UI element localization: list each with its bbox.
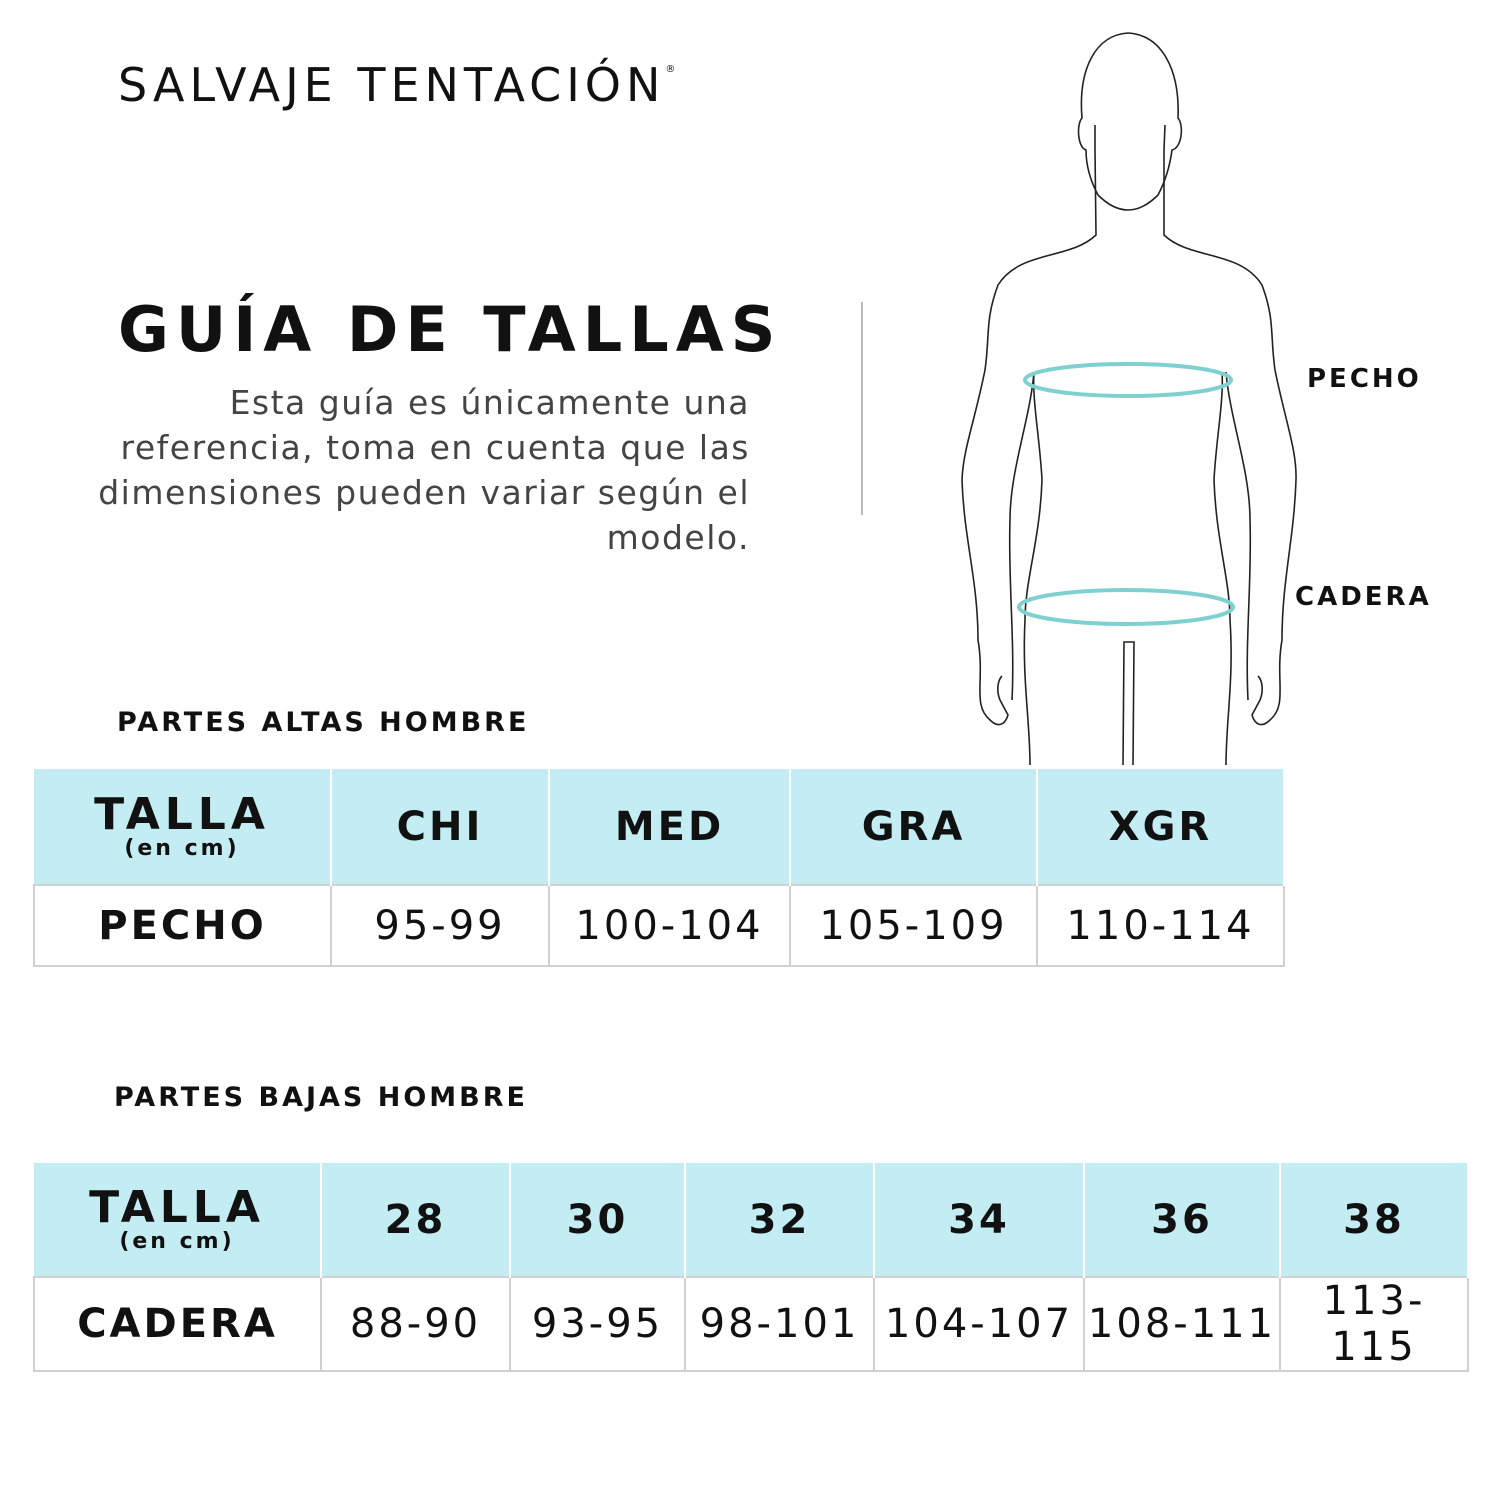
table-cell: 113-115 [1279, 1276, 1469, 1372]
hip-label: CADERA [1295, 582, 1432, 612]
table-cell: 105-109 [789, 884, 1038, 967]
brand-logo: SALVAJE TENTACIÓN® [118, 58, 676, 112]
section-title-tops: PARTES ALTAS HOMBRE [117, 707, 530, 738]
divider [861, 302, 863, 515]
table-cell: 88-90 [320, 1276, 511, 1372]
size-header: 30 [509, 1161, 686, 1277]
bottoms-size-table: TALLA (en cm) 28 30 32 34 36 38 CADERA 88… [33, 1161, 1469, 1372]
registered-mark: ® [665, 64, 676, 75]
size-header: MED [548, 767, 791, 885]
size-header: GRA [789, 767, 1038, 885]
tops-size-table: TALLA (en cm) CHI MED GRA XGR PECHO 95-99… [33, 767, 1285, 967]
size-header: 32 [684, 1161, 875, 1277]
table-cell: 104-107 [873, 1276, 1085, 1372]
chest-label: PECHO [1307, 364, 1422, 394]
hip-ring [1017, 588, 1235, 626]
chest-ring [1023, 362, 1233, 398]
table-cell: 108-111 [1083, 1276, 1281, 1372]
page-title: GUÍA DE TALLAS [118, 293, 783, 366]
table-row: CADERA 88-90 93-95 98-101 104-107 108-11… [33, 1276, 1469, 1372]
talla-header: TALLA (en cm) [34, 767, 332, 885]
table-cell: 100-104 [548, 884, 791, 967]
section-title-bottoms: PARTES BAJAS HOMBRE [114, 1082, 528, 1113]
row-label: PECHO [33, 884, 332, 967]
table-cell: 95-99 [330, 884, 550, 967]
size-header: 36 [1083, 1161, 1281, 1277]
size-header: XGR [1036, 767, 1285, 885]
description: Esta guía es únicamente una referencia, … [98, 383, 750, 557]
measurement-rings [1017, 362, 1235, 626]
talla-header: TALLA (en cm) [34, 1161, 322, 1277]
size-header: 38 [1279, 1161, 1469, 1277]
size-header: 28 [320, 1161, 511, 1277]
body-outline [961, 32, 1297, 766]
body-figure-icon [961, 32, 1297, 766]
size-header: 34 [873, 1161, 1085, 1277]
table-cell: 98-101 [684, 1276, 875, 1372]
size-header: CHI [330, 767, 550, 885]
table-header-row: TALLA (en cm) CHI MED GRA XGR [34, 767, 1285, 885]
table-cell: 110-114 [1036, 884, 1285, 967]
table-row: PECHO 95-99 100-104 105-109 110-114 [33, 884, 1285, 967]
table-header-row: TALLA (en cm) 28 30 32 34 36 38 [34, 1161, 1469, 1277]
row-label: CADERA [33, 1276, 322, 1372]
table-cell: 93-95 [509, 1276, 686, 1372]
